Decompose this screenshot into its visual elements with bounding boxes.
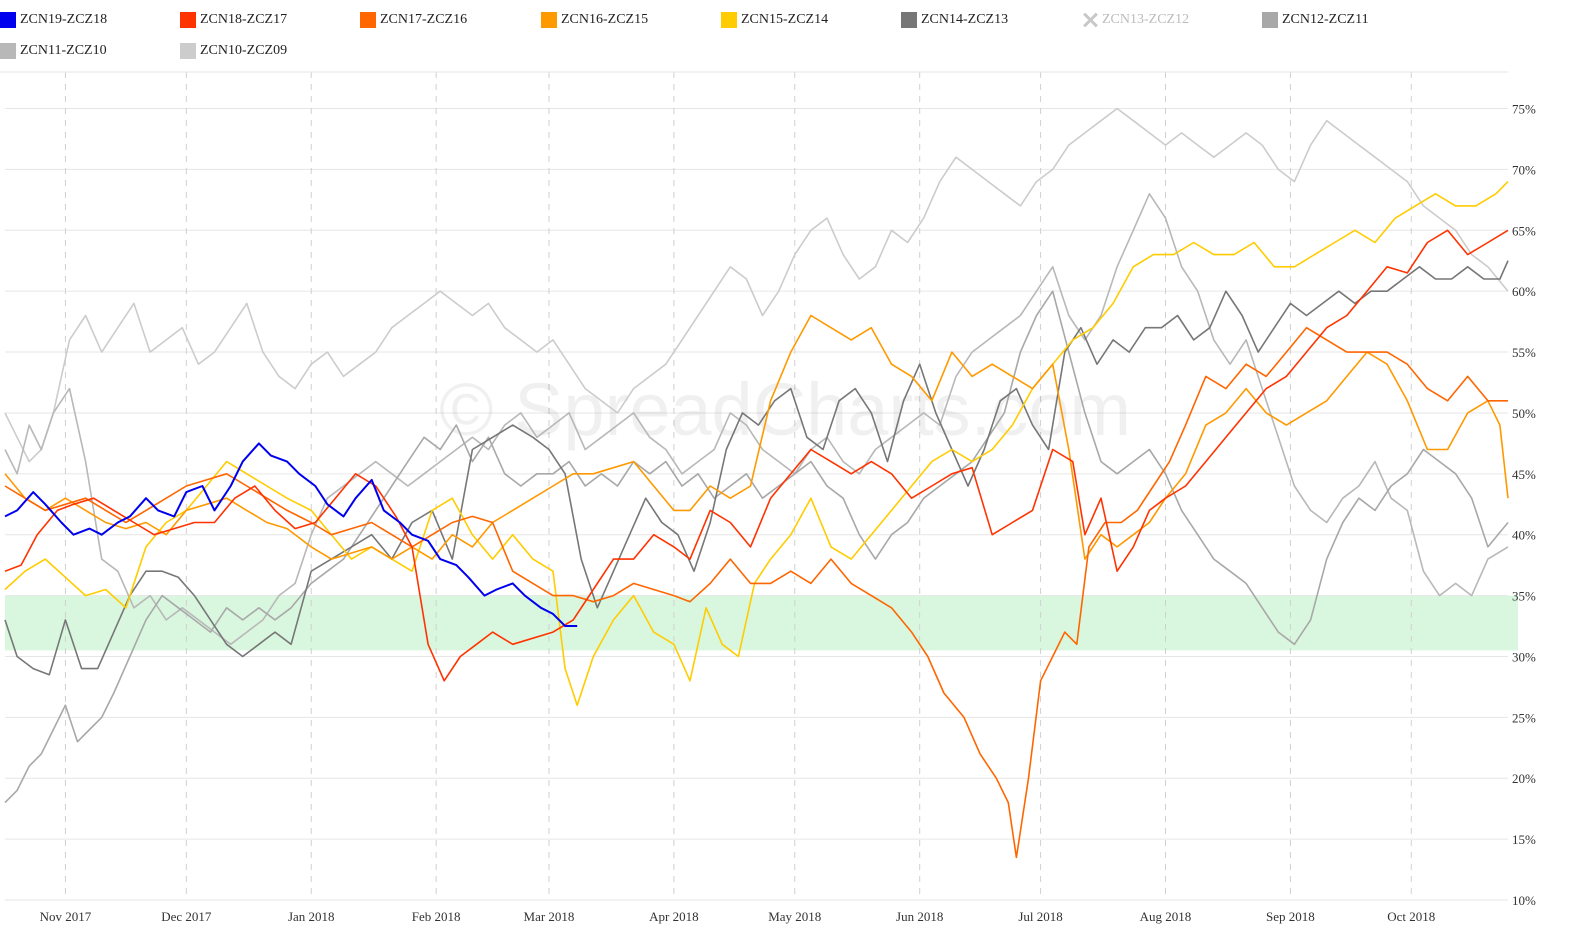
series-line-zcn11-zcz10[interactable] — [4, 193, 1509, 646]
x-tick-label: Jan 2018 — [288, 909, 335, 924]
legend: ZCN19-ZCZ18 ZCN18-ZCZ17 ZCN17-ZCZ16 ZCN1… — [0, 8, 1560, 68]
y-tick-label: 25% — [1512, 710, 1536, 725]
series-line-zcn14-zcz13[interactable] — [4, 260, 1509, 676]
legend-swatch — [541, 12, 557, 28]
legend-swatch — [0, 43, 16, 59]
legend-swatch — [180, 43, 196, 59]
legend-item-zcn17-zcz16[interactable]: ZCN17-ZCZ16 — [360, 11, 467, 29]
legend-item-zcn18-zcz17[interactable]: ZCN18-ZCZ17 — [180, 11, 287, 29]
series-line-zcn10-zcz09[interactable] — [4, 107, 1509, 463]
legend-label: ZCN15-ZCZ14 — [741, 12, 829, 27]
y-tick-label: 50% — [1512, 406, 1536, 421]
legend-item-zcn12-zcz11[interactable]: ZCN12-ZCZ11 — [1262, 11, 1369, 29]
legend-item-zcn19-zcz18[interactable]: ZCN19-ZCZ18 — [0, 11, 107, 29]
y-tick-label: 75% — [1512, 102, 1536, 117]
legend-label: ZCN13-ZCZ12 — [1102, 12, 1190, 27]
legend-label: ZCN17-ZCZ16 — [380, 12, 468, 27]
x-tick-label: Feb 2018 — [412, 909, 461, 924]
x-tick-label: May 2018 — [768, 909, 821, 924]
legend-swatch — [721, 12, 737, 28]
legend-label: ZCN12-ZCZ11 — [1282, 12, 1369, 27]
x-tick-label: Mar 2018 — [524, 909, 575, 924]
legend-label: ZCN10-ZCZ09 — [200, 43, 288, 58]
y-tick-label: 35% — [1512, 589, 1536, 604]
y-tick-label: 10% — [1512, 893, 1536, 908]
series-line-zcn17-zcz16[interactable] — [4, 326, 1508, 859]
y-tick-label: 15% — [1512, 832, 1536, 847]
y-tick-label: 40% — [1512, 528, 1536, 543]
legend-item-zcn13-zcz12[interactable]: ZCN13-ZCZ12 — [1082, 11, 1189, 29]
legend-label: ZCN18-ZCZ17 — [200, 12, 288, 27]
series-line-zcn15-zcz14[interactable] — [4, 181, 1509, 706]
x-tick-label: Sep 2018 — [1266, 909, 1315, 924]
y-tick-label: 55% — [1512, 345, 1536, 360]
legend-item-zcn14-zcz13[interactable]: ZCN14-ZCZ13 — [901, 11, 1008, 29]
legend-label: ZCN19-ZCZ18 — [20, 12, 108, 27]
highlight-band — [5, 595, 1518, 651]
x-tick-label: Dec 2017 — [161, 909, 212, 924]
y-tick-label: 30% — [1512, 649, 1536, 664]
legend-label: ZCN14-ZCZ13 — [921, 12, 1009, 27]
legend-item-zcn15-zcz14[interactable]: ZCN15-ZCZ14 — [721, 11, 828, 29]
y-tick-label: 45% — [1512, 467, 1536, 482]
x-tick-label: Jul 2018 — [1018, 909, 1062, 924]
y-tick-label: 60% — [1512, 284, 1536, 299]
legend-item-zcn16-zcz15[interactable]: ZCN16-ZCZ15 — [541, 11, 648, 29]
series-line-zcn16-zcz15[interactable] — [4, 314, 1509, 560]
series-line-zcn12-zcz11[interactable] — [4, 290, 1509, 804]
legend-swatch — [180, 12, 196, 28]
series-line-zcn19-zcz18[interactable] — [4, 442, 578, 627]
x-tick-label: Aug 2018 — [1140, 909, 1192, 924]
legend-swatch — [360, 12, 376, 28]
x-tick-label: Jun 2018 — [896, 909, 943, 924]
x-tick-label: Apr 2018 — [649, 909, 698, 924]
watermark: © SpreadCharts.com — [439, 368, 1131, 451]
legend-item-zcn11-zcz10[interactable]: ZCN11-ZCZ10 — [0, 42, 107, 60]
legend-label: ZCN16-ZCZ15 — [561, 12, 649, 27]
y-tick-label: 70% — [1512, 162, 1536, 177]
x-tick-label: Nov 2017 — [40, 909, 92, 924]
x-tick-label: Oct 2018 — [1387, 909, 1435, 924]
legend-swatch — [0, 12, 16, 28]
y-tick-label: 65% — [1512, 223, 1536, 238]
legend-swatch — [1262, 12, 1278, 28]
legend-item-zcn10-zcz09[interactable]: ZCN10-ZCZ09 — [180, 42, 287, 60]
y-tick-label: 20% — [1512, 771, 1536, 786]
legend-swatch — [901, 12, 917, 28]
series-line-zcn18-zcz17[interactable] — [4, 229, 1509, 682]
legend-label: ZCN11-ZCZ10 — [20, 43, 107, 58]
